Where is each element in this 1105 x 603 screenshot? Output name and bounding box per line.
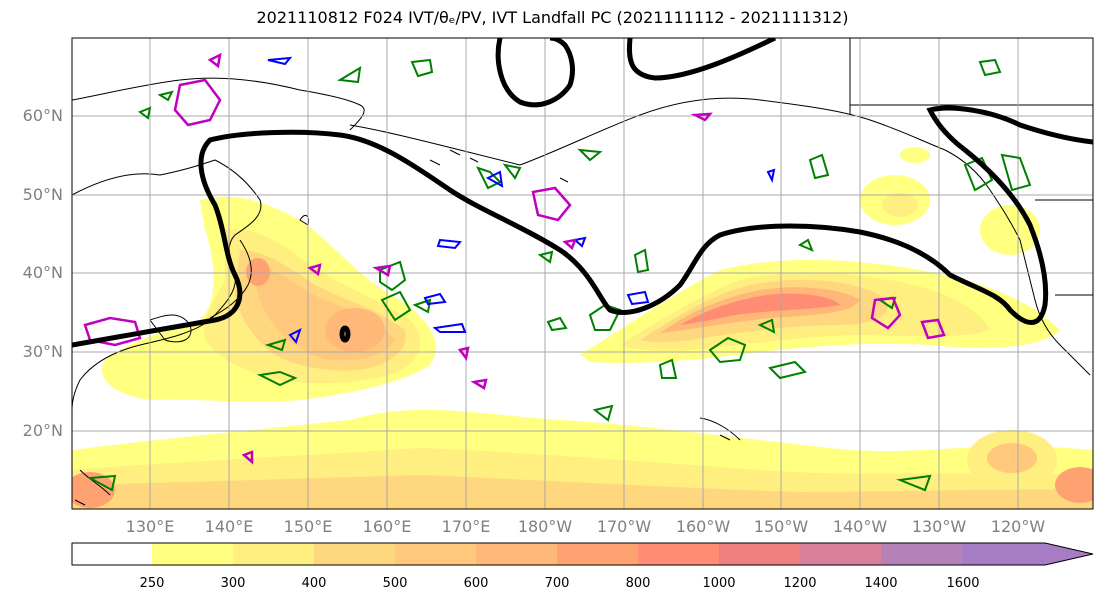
lon-label-150w: 150°W <box>753 517 809 536</box>
colorbar-tick-300: 300 <box>220 576 246 591</box>
colorbar-segment <box>152 543 233 565</box>
lon-label-140e: 140°E <box>204 517 254 536</box>
lat-label-30n: 30°N <box>22 342 63 361</box>
map-title: 2021110812 F024 IVT/θₑ/PV, IVT Landfall … <box>256 8 849 27</box>
lon-label-150e: 150°E <box>283 517 333 536</box>
ivt-magenta-contours <box>83 52 946 465</box>
lon-label-170e: 170°E <box>441 517 491 536</box>
lon-label-160w: 160°W <box>675 517 731 536</box>
colorbar-segment <box>395 543 476 565</box>
colorbar-tick-700: 700 <box>544 576 570 591</box>
colorbar-tick-1200: 1200 <box>783 576 817 591</box>
lon-label-120w: 120°W <box>990 517 1046 536</box>
colorbar-segment <box>719 543 800 565</box>
pc-contours <box>72 38 1093 348</box>
colorbar-segment <box>233 543 314 565</box>
lat-label-20n: 20°N <box>22 421 63 440</box>
lon-label-140w: 140°W <box>832 517 888 536</box>
colorbar-tick-1000: 1000 <box>702 576 736 591</box>
lat-label-50n: 50°N <box>22 185 63 204</box>
colorbar-tick-500: 500 <box>382 576 408 591</box>
colorbar-segment <box>881 543 962 565</box>
colorbar-tick-1400: 1400 <box>864 576 898 591</box>
colorbar-tick-800: 800 <box>625 576 651 591</box>
colorbar-segment <box>314 543 395 565</box>
colorbar <box>71 542 1094 566</box>
map-frame <box>71 37 1094 510</box>
colorbar-segment <box>638 543 719 565</box>
colorbar-tick-1600: 1600 <box>946 576 980 591</box>
colorbar-segment <box>476 543 557 565</box>
colorbar-segment <box>962 543 1045 565</box>
graticule <box>72 38 1093 509</box>
colorbar-segment <box>557 543 638 565</box>
colorbar-tick-600: 600 <box>463 576 489 591</box>
lat-label-60n: 60°N <box>22 106 63 125</box>
lon-label-160e: 160°E <box>362 517 412 536</box>
lat-label-40n: 40°N <box>22 263 63 282</box>
pv-contours <box>267 56 776 344</box>
ivt-shading <box>72 147 1093 509</box>
lon-label-130e: 130°E <box>125 517 175 536</box>
colorbar-segment <box>800 543 881 565</box>
colorbar-tick-250: 250 <box>139 576 165 591</box>
lon-label-170w: 170°W <box>596 517 652 536</box>
lon-label-180w: 180°W <box>517 517 573 536</box>
colorbar-tick-400: 400 <box>301 576 327 591</box>
lon-label-130w: 130°W <box>911 517 967 536</box>
